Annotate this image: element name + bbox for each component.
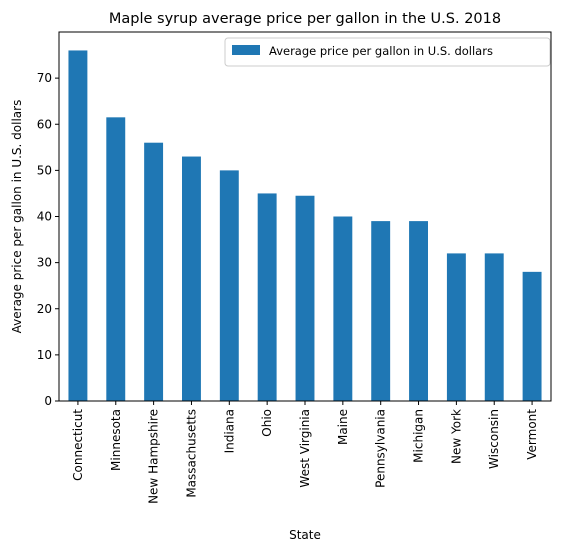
- chart-title: Maple syrup average price per gallon in …: [109, 11, 501, 27]
- bar: [295, 195, 315, 401]
- bar: [371, 221, 391, 401]
- y-tick-label: 10: [37, 348, 52, 362]
- x-tick-label: Massachusetts: [184, 409, 198, 498]
- bar: [484, 253, 504, 401]
- plot-frame: [58, 31, 552, 402]
- bar: [333, 216, 353, 401]
- x-axis: Connecticut Minnesota New Hampshire Massach…: [71, 401, 539, 504]
- x-tick-label: Indiana: [222, 409, 236, 453]
- x-tick-label: Michigan: [412, 409, 426, 463]
- x-axis-label: State: [289, 528, 321, 542]
- x-tick-label: Pennsylvania: [374, 409, 388, 488]
- bar: [182, 156, 201, 401]
- legend-box: [224, 37, 551, 67]
- x-tick-label: Connecticut: [71, 409, 85, 481]
- bar: [68, 50, 88, 401]
- bar: [144, 142, 164, 401]
- legend-label: Average price per gallon in U.S. dollars: [269, 44, 493, 58]
- bar: [522, 271, 542, 401]
- bars-layer: [68, 50, 542, 402]
- bar: [219, 170, 239, 402]
- x-tick-label: Minnesota: [109, 409, 123, 471]
- y-axis-label: Average price per gallon in U.S. dollars: [10, 100, 24, 334]
- bar: [409, 221, 428, 401]
- bar: [106, 117, 126, 401]
- legend-swatch: [232, 45, 260, 55]
- bar: [446, 253, 466, 401]
- y-tick-label: 70: [37, 71, 52, 85]
- y-tick-label: 20: [37, 302, 52, 316]
- y-tick-label: 30: [37, 256, 52, 270]
- y-tick-label: 50: [37, 163, 52, 177]
- x-tick-label: West Virginia: [298, 409, 312, 488]
- x-tick-label: Vermont: [525, 409, 539, 460]
- x-tick-label: Ohio: [260, 409, 274, 437]
- y-tick-label: 0: [44, 394, 52, 408]
- x-tick-label: Maine: [336, 409, 350, 445]
- x-tick-label: New York: [449, 409, 463, 464]
- x-tick-label: Wisconsin: [487, 409, 501, 469]
- x-tick-label: New Hampshire: [147, 409, 161, 504]
- y-tick-label: 40: [37, 210, 52, 224]
- y-tick-label: 60: [37, 117, 52, 131]
- y-axis: 0 10 20 30 40 50 60 70: [37, 71, 59, 408]
- legend: Average price per gallon in U.S. dollars: [224, 37, 551, 67]
- bar: [257, 193, 277, 401]
